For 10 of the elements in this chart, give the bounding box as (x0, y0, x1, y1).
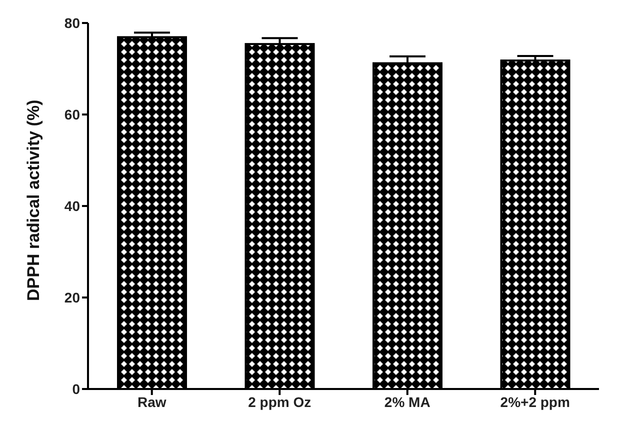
y-axis-title: DPPH radical activity (%) (24, 100, 44, 301)
x-tick-label: 2 ppm Oz (248, 394, 312, 410)
y-tick-label: 60 (64, 106, 80, 122)
y-tick-label: 40 (64, 198, 80, 214)
x-tick-label: 2% MA (384, 394, 430, 410)
y-tick-label: 20 (64, 289, 80, 306)
y-tick-label: 80 (64, 14, 80, 31)
x-tick-label: 2%+2 ppm (500, 394, 570, 410)
y-tick-label: 0 (72, 380, 80, 397)
x-tick-label: Raw (137, 394, 166, 410)
